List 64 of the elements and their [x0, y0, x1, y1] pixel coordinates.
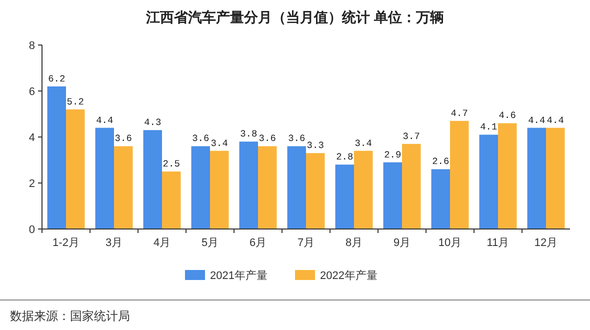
y-tick-label: 0 — [28, 224, 35, 236]
data-label: 4.3 — [144, 117, 162, 128]
bar — [191, 146, 210, 229]
data-label: 3.6 — [192, 133, 210, 144]
bar — [354, 150, 373, 229]
bar — [258, 146, 277, 229]
bar — [66, 109, 85, 229]
x-tick-label: 1-2月 — [52, 237, 80, 249]
data-label: 3.4 — [354, 138, 372, 149]
data-label: 4.4 — [96, 114, 114, 126]
x-tick-label: 8月 — [345, 237, 363, 249]
legend-label: 2022年产量 — [320, 269, 378, 282]
bar — [210, 150, 229, 229]
data-label: 2.8 — [336, 152, 354, 163]
bar — [498, 123, 517, 229]
data-label: 4.4 — [528, 114, 546, 126]
data-label: 3.6 — [114, 133, 132, 144]
data-label: 3.8 — [240, 128, 258, 140]
data-label: 2.9 — [384, 149, 402, 160]
bar — [239, 142, 258, 229]
bar — [546, 128, 565, 229]
data-label: 3.7 — [402, 130, 420, 142]
data-label: 4.4 — [546, 114, 564, 126]
y-tick-label: 6 — [28, 86, 35, 98]
x-tick-label: 10月 — [438, 237, 462, 249]
bar — [450, 120, 469, 229]
data-label: 3.6 — [258, 133, 276, 144]
y-tick-label: 4 — [28, 132, 35, 144]
bar — [306, 153, 325, 229]
bar — [431, 169, 450, 229]
data-label: 5.2 — [66, 96, 84, 108]
x-tick-label: 7月 — [297, 237, 315, 249]
bar — [287, 146, 306, 229]
x-tick-label: 3月 — [105, 237, 123, 249]
data-label: 3.3 — [306, 140, 324, 152]
bar — [114, 146, 133, 229]
bar — [335, 164, 354, 229]
x-tick-label: 9月 — [393, 237, 411, 249]
x-tick-label: 4月 — [153, 237, 171, 249]
x-tick-label: 12月 — [534, 237, 558, 249]
data-label: 6.2 — [48, 73, 66, 84]
y-tick-label: 8 — [28, 40, 35, 52]
data-label: 4.6 — [498, 110, 516, 122]
legend-label: 2021年产量 — [210, 269, 268, 282]
bar — [479, 134, 498, 229]
data-label: 3.4 — [210, 138, 228, 149]
data-label: 2.5 — [162, 158, 180, 170]
bar — [143, 130, 162, 229]
bar — [383, 162, 402, 229]
x-tick-label: 6月 — [249, 237, 267, 249]
y-tick-label: 2 — [28, 178, 35, 190]
x-tick-label: 5月 — [201, 237, 219, 249]
source-note: 数据来源：国家统计局 — [10, 309, 130, 323]
data-label: 4.1 — [480, 122, 498, 133]
data-label: 4.7 — [450, 108, 468, 119]
chart-title: 江西省汽车产量分月（当月值）统计 单位：万辆 — [145, 9, 444, 25]
bar — [95, 128, 114, 229]
bar — [162, 172, 181, 229]
x-tick-label: 11月 — [486, 237, 510, 249]
data-label: 3.6 — [288, 133, 306, 144]
data-label: 2.6 — [432, 156, 450, 168]
bar — [402, 144, 421, 229]
bar — [527, 128, 546, 229]
bar — [47, 86, 66, 229]
